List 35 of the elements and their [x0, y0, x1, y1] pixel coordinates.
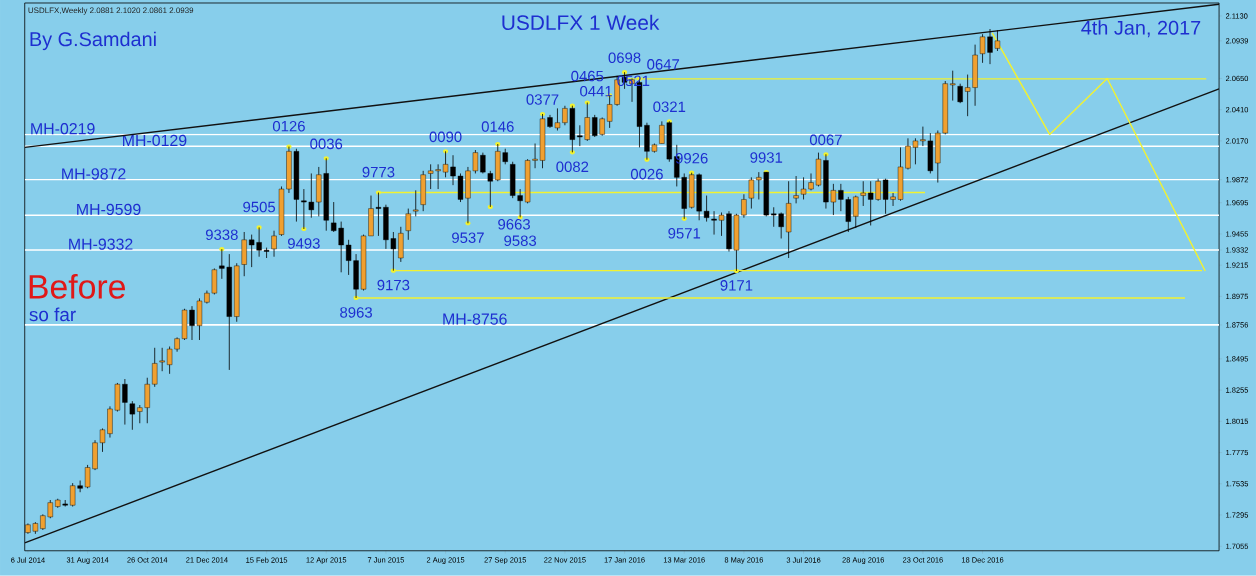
annotation: 9493: [287, 238, 320, 249]
ref-line-label: MH-9872: [62, 168, 126, 180]
annotation: 0126: [272, 121, 305, 132]
annotation: 0146: [481, 121, 514, 132]
annotation: Before: [29, 274, 125, 299]
annotation: 0647: [647, 59, 680, 70]
annotation: 0465: [571, 70, 604, 82]
annotation: 9537: [452, 232, 484, 244]
annotation: 9931: [750, 152, 783, 163]
annotation: By G.Samdani: [30, 31, 156, 51]
ref-line-label: MH-0219: [31, 123, 95, 135]
ref-line-label: MH-9599: [77, 203, 141, 216]
ref-line-label: MH-8756: [443, 313, 507, 325]
annotation: 0441: [580, 86, 612, 97]
annotation: so far: [29, 307, 76, 322]
annotation: 0698: [608, 52, 641, 64]
annotation: 8963: [340, 307, 372, 318]
annotation: 9773: [362, 166, 395, 178]
annotation: 0026: [630, 168, 663, 180]
annotation: 9663: [498, 219, 530, 230]
annotation: 0521: [617, 75, 650, 87]
chart-title: USDLFX 1 Week: [502, 14, 660, 31]
text: 4th Jan, 2017: [1081, 20, 1201, 38]
ref-line-label: MH-0129: [123, 134, 187, 147]
annotation: 9505: [243, 201, 276, 213]
annotation: 9338: [205, 229, 238, 241]
annotation: 9171: [720, 280, 753, 291]
annotation: 9583: [504, 235, 537, 247]
annotation: 9571: [668, 228, 701, 239]
annotation: 0082: [556, 161, 589, 173]
annotation: 9173: [377, 279, 410, 291]
annotation: 0377: [526, 94, 559, 105]
ref-line-label: MH-9332: [69, 238, 133, 250]
annotation: 0321: [653, 101, 686, 113]
annotation: 0067: [809, 134, 842, 146]
